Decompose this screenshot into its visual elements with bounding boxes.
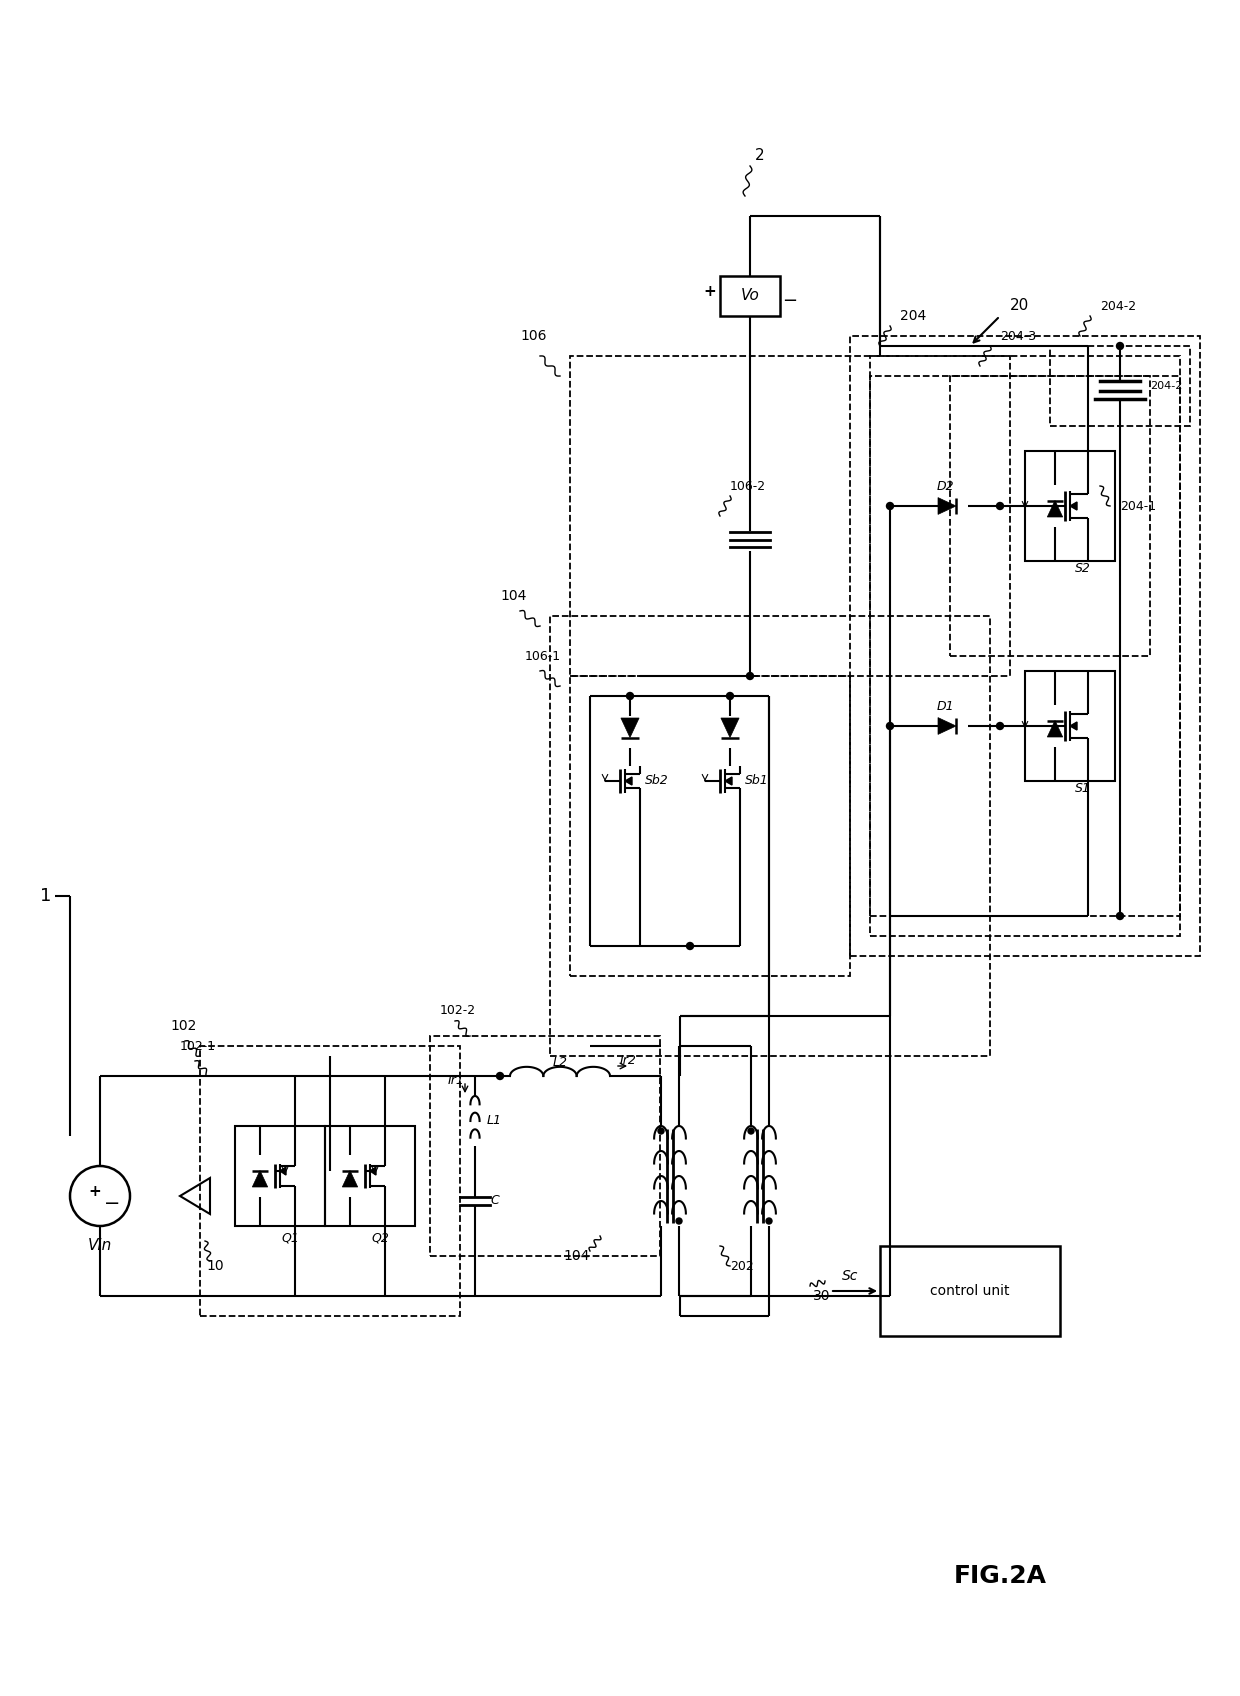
Text: 106-1: 106-1	[525, 650, 562, 663]
Circle shape	[887, 722, 894, 729]
Text: L1: L1	[487, 1114, 502, 1128]
Text: 20: 20	[1011, 298, 1029, 314]
Text: Ir1: Ir1	[448, 1075, 465, 1087]
Text: 30: 30	[812, 1289, 830, 1303]
Bar	[880, 1247, 1060, 1336]
Text: D2: D2	[936, 480, 954, 492]
Text: 202: 202	[730, 1260, 754, 1272]
Bar	[870, 356, 1180, 936]
Bar	[1025, 451, 1115, 561]
Text: 204-2: 204-2	[1100, 300, 1136, 312]
Text: 102-1: 102-1	[180, 1040, 216, 1053]
Bar	[430, 1036, 660, 1257]
Text: Q2: Q2	[371, 1231, 389, 1245]
Text: control unit: control unit	[930, 1284, 1009, 1297]
Text: S2: S2	[1075, 563, 1091, 575]
Text: 204-2: 204-2	[1149, 382, 1183, 392]
Polygon shape	[252, 1170, 268, 1187]
Polygon shape	[280, 1167, 286, 1175]
Bar	[325, 1126, 415, 1226]
Text: C: C	[490, 1194, 498, 1208]
Bar	[551, 616, 990, 1057]
Polygon shape	[370, 1167, 376, 1175]
Polygon shape	[937, 717, 956, 734]
Text: L2: L2	[553, 1057, 568, 1070]
Polygon shape	[1070, 502, 1078, 510]
Text: 10: 10	[206, 1258, 223, 1274]
Polygon shape	[625, 777, 632, 785]
Text: 2: 2	[755, 149, 765, 163]
Text: 104: 104	[500, 589, 526, 604]
Bar	[1025, 672, 1115, 780]
Circle shape	[1116, 343, 1123, 349]
Polygon shape	[1048, 721, 1063, 738]
Text: FIG.2A: FIG.2A	[954, 1564, 1047, 1587]
Text: 102: 102	[170, 1019, 196, 1033]
Polygon shape	[621, 717, 639, 738]
Circle shape	[727, 692, 734, 699]
Text: 204: 204	[900, 309, 926, 322]
Bar	[1050, 346, 1190, 426]
Text: 204-1: 204-1	[1120, 500, 1156, 512]
Polygon shape	[1048, 500, 1063, 517]
Bar	[950, 377, 1149, 656]
Text: −: −	[782, 292, 797, 310]
Text: Sb1: Sb1	[745, 775, 769, 787]
Text: Sb2: Sb2	[645, 775, 668, 787]
Circle shape	[887, 502, 894, 509]
Bar	[849, 336, 1200, 957]
Text: 1: 1	[40, 887, 51, 906]
Bar	[570, 356, 1011, 677]
Circle shape	[746, 673, 754, 680]
Circle shape	[626, 692, 634, 699]
Text: +: +	[703, 283, 717, 298]
Text: +: +	[88, 1184, 102, 1199]
Circle shape	[748, 1128, 754, 1135]
Polygon shape	[342, 1170, 357, 1187]
Text: −: −	[104, 1194, 120, 1214]
Circle shape	[1116, 912, 1123, 919]
Text: D1: D1	[936, 699, 954, 712]
Circle shape	[997, 722, 1003, 729]
Text: Vo: Vo	[740, 288, 759, 304]
Text: 106: 106	[520, 329, 547, 343]
Bar	[720, 276, 780, 315]
Bar	[200, 1046, 460, 1316]
Text: 104: 104	[564, 1248, 590, 1264]
Polygon shape	[720, 717, 739, 738]
Text: Sc: Sc	[842, 1269, 858, 1282]
Circle shape	[766, 1218, 773, 1225]
Circle shape	[997, 502, 1003, 509]
Text: Ir2: Ir2	[620, 1055, 637, 1067]
Text: Q1: Q1	[281, 1231, 299, 1245]
Polygon shape	[725, 777, 732, 785]
Bar	[570, 677, 849, 975]
Polygon shape	[937, 497, 956, 514]
Text: 102-2: 102-2	[440, 1004, 476, 1018]
Text: S1: S1	[1075, 782, 1091, 795]
Text: 106-2: 106-2	[730, 480, 766, 492]
Text: 204-3: 204-3	[999, 329, 1037, 343]
Polygon shape	[1070, 722, 1078, 729]
Circle shape	[687, 943, 693, 950]
Bar	[870, 377, 1180, 916]
Bar	[236, 1126, 325, 1226]
Circle shape	[676, 1218, 682, 1225]
Circle shape	[658, 1128, 663, 1135]
Circle shape	[496, 1072, 503, 1079]
Text: Vin: Vin	[88, 1238, 112, 1253]
